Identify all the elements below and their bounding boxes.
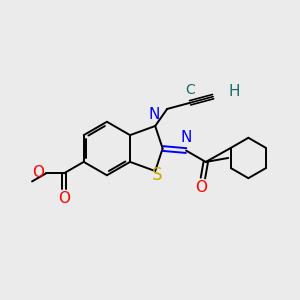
- Text: O: O: [196, 180, 208, 195]
- Text: C: C: [185, 83, 195, 98]
- Text: O: O: [58, 191, 70, 206]
- Text: O: O: [32, 165, 44, 180]
- Text: H: H: [229, 84, 241, 99]
- Text: N: N: [181, 130, 192, 145]
- Text: S: S: [152, 167, 162, 184]
- Text: N: N: [149, 106, 160, 122]
